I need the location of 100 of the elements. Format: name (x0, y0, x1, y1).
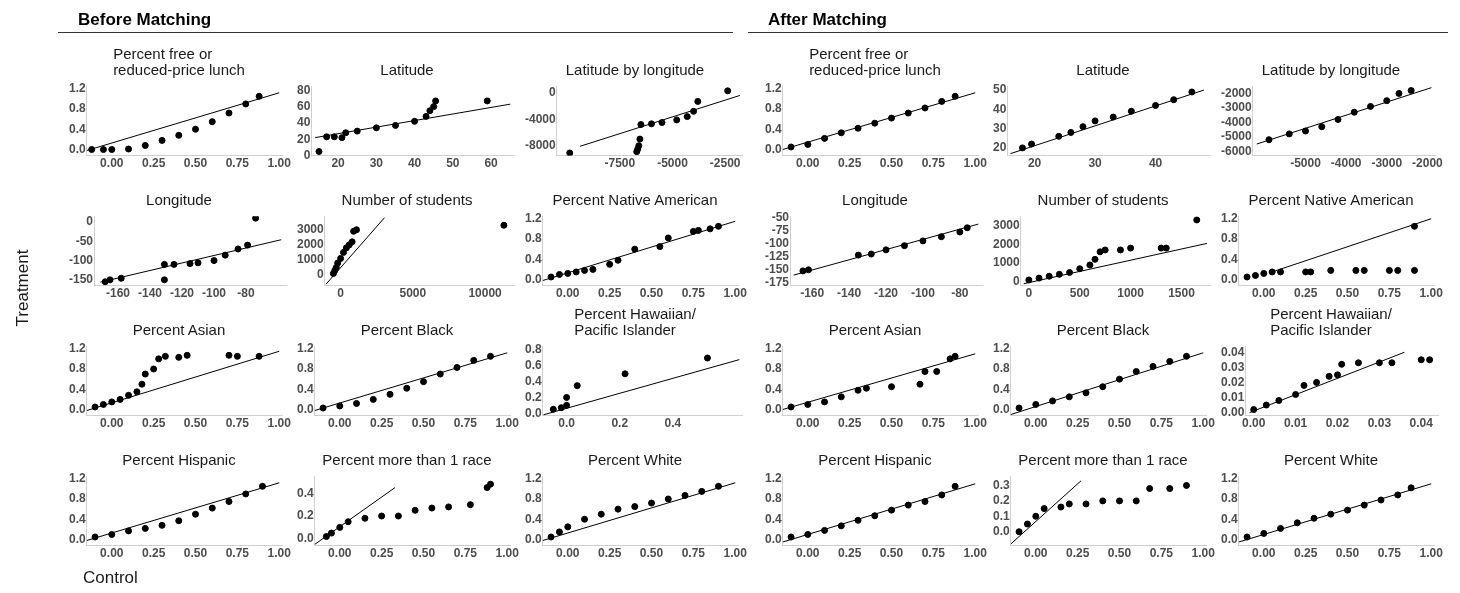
y-tick-label: 0.4 (1220, 511, 1238, 526)
x-tick-label: 0.00 (556, 286, 580, 301)
chart-title: Percent Hawaiian/ Pacific Islander (1269, 304, 1393, 338)
y-tick-label: 1.2 (992, 341, 1010, 356)
y-tick-label: 0.8 (524, 342, 542, 357)
chart-title: Number of students (1036, 190, 1170, 208)
x-tick-label: 0.25 (1065, 546, 1090, 561)
x-tick-label: 0 (337, 286, 345, 301)
x-tick-label: 20 (331, 156, 346, 171)
x-tick-label: 0.25 (369, 546, 394, 561)
y-tick-label: 0.8 (68, 361, 86, 376)
chart-title: Percent more than 1 race (321, 450, 493, 468)
x-tick-label: 0.25 (141, 546, 166, 561)
y-tick-label: 1.2 (1220, 211, 1238, 226)
x-tick-label: 0.75 (225, 416, 250, 431)
x-tick-label: 0.4 (664, 416, 682, 431)
x-tick-label: -2500 (709, 156, 741, 171)
y-tick-label: 1.2 (764, 81, 782, 96)
x-tick-label: 0.50 (411, 416, 436, 431)
y-tick-label: 1000 (296, 252, 325, 267)
x-tick-label: 5000 (399, 286, 427, 301)
x-tick-label: 0.00 (100, 156, 124, 171)
y-tick-label: -5000 (1220, 129, 1253, 144)
y-tick-label: 3000 (296, 222, 325, 237)
x-tick-label: 0.25 (597, 546, 622, 561)
x-tick-label: 0.25 (837, 416, 862, 431)
chart-title: Percent White (586, 450, 684, 468)
x-tick-label: 0.75 (453, 416, 478, 431)
y-tick-label: 0.01 (1221, 389, 1245, 404)
x-tick-label: -3000 (1371, 156, 1403, 171)
y-tick-label: -3000 (1220, 100, 1253, 115)
x-tick-label: 0.00 (1024, 546, 1048, 561)
x-tick-label: 1.00 (495, 546, 520, 561)
y-tick-label: -75 (771, 222, 790, 237)
x-tick-label: -140 (837, 286, 862, 301)
y-tick-label: -125 (764, 249, 790, 263)
y-tick-label: 0.4 (764, 381, 782, 396)
y-tick-label: 1.2 (68, 471, 86, 486)
y-tick-label: 0.8 (68, 101, 86, 116)
x-tick-label: -2000 (1412, 156, 1444, 171)
x-tick-label: 1.00 (267, 156, 292, 171)
y-tick-label: 0.0 (992, 401, 1010, 416)
y-tick-label: 0.8 (524, 491, 542, 506)
x-tick-label: 1.00 (723, 546, 748, 561)
x-tick-label: 0.50 (1335, 286, 1360, 301)
chart-title: Percent Asian (131, 320, 227, 338)
x-tick-label: 0.02 (1325, 416, 1350, 431)
x-tick-label: 0.50 (411, 546, 436, 561)
y-tick-label: 0.3 (992, 477, 1010, 492)
x-tick-label: 0.25 (1293, 286, 1318, 301)
y-tick-label: 0.8 (764, 491, 782, 506)
x-tick-label: 0.75 (1149, 416, 1174, 431)
y-tick-label: 0.8 (524, 231, 542, 246)
y-tick-label: 0.8 (1220, 491, 1238, 506)
y-tick-label: 0.0 (764, 141, 782, 156)
x-tick-label: 40 (407, 156, 422, 171)
x-tick-label: 0.75 (225, 156, 250, 171)
y-tick-label: 0 (86, 214, 94, 229)
x-tick-label: 0.75 (225, 546, 250, 561)
x-tick-label: 0.00 (556, 546, 580, 561)
y-tick-label: 20 (296, 131, 311, 146)
y-tick-label: 40 (992, 101, 1007, 116)
x-tick-label: 0.25 (141, 156, 166, 171)
y-tick-label: 0.4 (296, 485, 314, 500)
chart-title: Percent free or reduced-price lunch (112, 44, 246, 78)
y-tick-label: 0.0 (1220, 531, 1238, 546)
x-tick-label: 0.50 (879, 416, 904, 431)
x-tick-label: 0.00 (1024, 416, 1048, 431)
chart-title: Percent Hispanic (121, 450, 237, 468)
x-tick-label: -80 (237, 286, 255, 301)
y-tick-label: 0.0 (764, 401, 782, 416)
y-tick-label: 0.0 (524, 531, 542, 546)
y-tick-label: 0.0 (68, 401, 86, 416)
x-tick-label: 0.25 (1293, 546, 1318, 561)
y-tick-label: 1.2 (296, 341, 314, 356)
chart-title: Percent free or reduced-price lunch (808, 44, 942, 78)
x-tick-label: -80 (951, 286, 969, 301)
x-tick-label: -100 (910, 286, 936, 301)
x-tick-label: 0.25 (837, 546, 862, 561)
y-tick-label: 1.2 (1220, 471, 1238, 486)
x-tick-label: 0.25 (837, 156, 862, 171)
y-tick-label: 0.0 (68, 141, 86, 156)
y-tick-label: 0.0 (1220, 271, 1238, 286)
x-tick-label: 0.75 (921, 416, 946, 431)
text: After Matching (768, 10, 887, 30)
y-tick-label: 0.4 (68, 381, 86, 396)
y-tick-label: 0.04 (1221, 344, 1245, 359)
y-tick-label: 1.2 (68, 81, 86, 96)
x-tick-label: 0.00 (1252, 286, 1276, 301)
x-tick-label: 1.00 (963, 546, 988, 561)
x-tick-label: 1.00 (1191, 416, 1216, 431)
y-tick-label: 3000 (992, 217, 1021, 232)
y-tick-label: 1000 (992, 255, 1021, 270)
x-tick-label: -160 (800, 286, 825, 301)
chart-title: Percent Hawaiian/ Pacific Islander (573, 304, 697, 338)
y-tick-label: 1.2 (764, 341, 782, 356)
x-tick-label: 0.00 (328, 416, 352, 431)
y-tick-label: 40 (296, 115, 311, 130)
y-tick-label: 1.2 (524, 471, 542, 486)
text: Before Matching (78, 10, 212, 30)
